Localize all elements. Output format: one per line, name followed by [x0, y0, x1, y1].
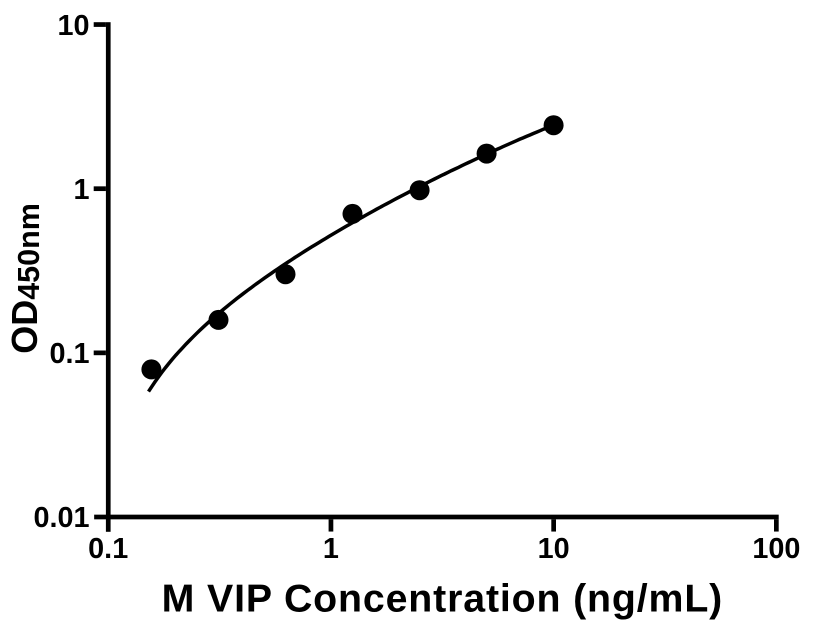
svg-text:1: 1	[73, 174, 89, 206]
svg-text:M VIP Concentration (ng/mL): M VIP Concentration (ng/mL)	[162, 576, 723, 620]
svg-text:10: 10	[538, 533, 570, 565]
svg-text:1: 1	[323, 533, 339, 565]
svg-text:0.1: 0.1	[88, 533, 128, 565]
svg-text:0.1: 0.1	[49, 338, 89, 370]
svg-text:OD450nm: OD450nm	[4, 203, 46, 354]
svg-text:10: 10	[57, 10, 89, 42]
svg-text:100: 100	[752, 533, 800, 565]
svg-text:0.01: 0.01	[33, 502, 89, 534]
